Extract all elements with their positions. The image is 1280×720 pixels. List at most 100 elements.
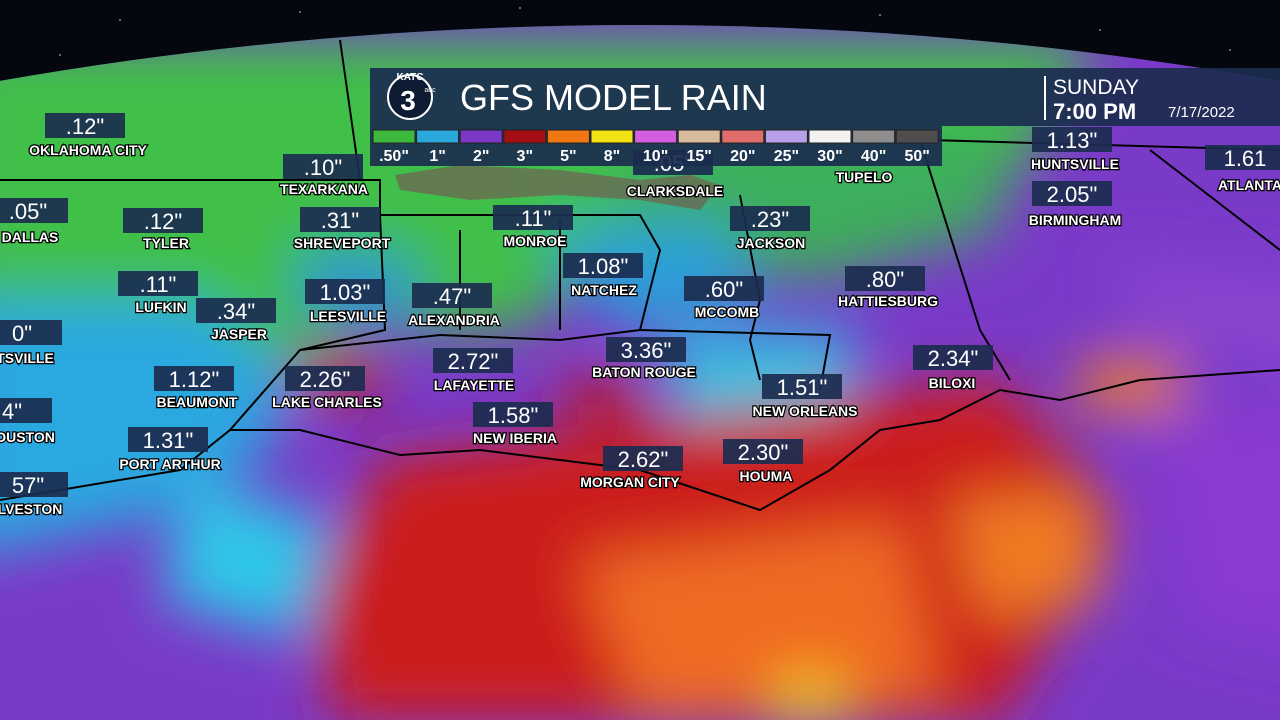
city-amount: .11" <box>140 272 177 297</box>
city-amount: 4" <box>2 399 22 424</box>
city-name: ATLANTA <box>1218 177 1280 193</box>
amount-box <box>913 345 993 370</box>
legend-swatch <box>503 129 547 144</box>
city-name: TYLER <box>143 235 189 251</box>
city-amount: 1.51" <box>777 375 828 400</box>
city-amount: 1.31" <box>143 428 194 453</box>
amount-box <box>305 279 385 304</box>
city-name: BEAUMONT <box>157 394 238 410</box>
amount-box <box>762 374 842 399</box>
amount-box <box>45 113 125 138</box>
city-name: SHREVEPORT <box>294 235 391 251</box>
amount-box <box>563 253 643 278</box>
legend-swatch <box>852 129 896 144</box>
legend-swatch <box>677 129 721 144</box>
legend-label: 20" <box>730 148 755 165</box>
day: SUNDAY <box>1053 76 1139 99</box>
legend-label: 3" <box>517 148 533 165</box>
logo-station: KATC <box>396 72 423 83</box>
legend-swatch <box>459 129 503 144</box>
amount-box <box>730 206 810 231</box>
city-amount: 2.05" <box>1047 182 1098 207</box>
amount-box <box>606 337 686 362</box>
legend-label: 25" <box>774 148 799 165</box>
city-amount: .31" <box>321 208 359 233</box>
city-amount: 2.62" <box>618 447 669 472</box>
amount-box <box>0 320 62 345</box>
city-amount: 1.58" <box>488 403 539 428</box>
legend-label: 1" <box>429 148 445 165</box>
city-name: OUSTON <box>0 429 55 445</box>
city-name: TSVILLE <box>0 350 54 366</box>
city-amount: .10" <box>304 155 342 180</box>
legend-label: 5" <box>560 148 576 165</box>
amount-box <box>283 154 363 179</box>
city-amount: 0" <box>12 321 32 346</box>
city-amount: 1.61 <box>1224 146 1267 171</box>
amount-box <box>196 298 276 323</box>
legend-swatch <box>372 129 416 144</box>
city-amount: 3.36" <box>621 338 672 363</box>
city-amount: .05" <box>9 199 47 224</box>
legend-label: 8" <box>604 148 620 165</box>
city-amount: 57" <box>12 473 44 498</box>
city-name: BIRMINGHAM <box>1029 212 1122 228</box>
city-name: LUFKIN <box>135 299 186 315</box>
city-name: HOUMA <box>740 468 793 484</box>
city-name: JASPER <box>211 326 267 342</box>
city-name: LAFAYETTE <box>434 377 514 393</box>
logo-channel: 3 <box>400 85 416 116</box>
city-name: ALEXANDRIA <box>408 312 500 328</box>
city-amount: .12" <box>66 114 104 139</box>
city-amount: .34" <box>217 299 255 324</box>
city-name: TUPELO <box>836 169 893 185</box>
amount-box <box>285 366 365 391</box>
city-amount: 2.34" <box>928 346 979 371</box>
city-name: NATCHEZ <box>571 282 637 298</box>
amount-box <box>154 366 234 391</box>
city-name: NEW ORLEANS <box>753 403 858 419</box>
city-name: OKLAHOMA CITY <box>29 142 147 158</box>
amount-box <box>493 205 573 230</box>
city-name: NEW IBERIA <box>473 430 557 446</box>
city-name: HATTIESBURG <box>838 293 938 309</box>
legend-swatch <box>721 129 765 144</box>
city-amount: 2.72" <box>448 349 499 374</box>
legend-label: .50" <box>379 148 409 165</box>
legend-swatch <box>546 129 590 144</box>
amount-box <box>723 439 803 464</box>
city-name: DALLAS <box>2 229 59 245</box>
city-amount: 1.08" <box>578 254 629 279</box>
header-bar <box>370 68 1280 126</box>
legend-swatch <box>808 129 852 144</box>
date: 7/17/2022 <box>1168 104 1235 121</box>
legend-label: 15" <box>687 148 712 165</box>
logo-network: abc <box>424 87 436 94</box>
amount-box <box>412 283 492 308</box>
city-name: HUNTSVILLE <box>1031 156 1119 172</box>
city-name: TEXARKANA <box>280 181 368 197</box>
city-amount: 1.03" <box>320 280 371 305</box>
amount-box <box>1032 181 1112 206</box>
amount-box <box>0 198 68 223</box>
amount-box <box>603 446 683 471</box>
legend-label: 2" <box>473 148 489 165</box>
city-amount: .11" <box>515 206 552 231</box>
amount-box <box>473 402 553 427</box>
city-amount: .23" <box>751 207 789 232</box>
city-amount: .80" <box>866 267 904 292</box>
city-name: BATON ROUGE <box>592 364 696 380</box>
city-name: MORGAN CITY <box>580 474 680 490</box>
city-amount: .12" <box>144 209 182 234</box>
amount-box <box>1032 127 1112 152</box>
amount-box <box>118 271 198 296</box>
header: KATC 3 abc GFS MODEL RAIN SUNDAY 7:00 PM… <box>370 68 1280 166</box>
city-amount: 2.30" <box>738 440 789 465</box>
city-name: CLARKSDALE <box>627 183 723 199</box>
amount-box <box>128 427 208 452</box>
legend-label: 40" <box>861 148 886 165</box>
city-name: MONROE <box>504 233 567 249</box>
legend-swatch <box>764 129 808 144</box>
